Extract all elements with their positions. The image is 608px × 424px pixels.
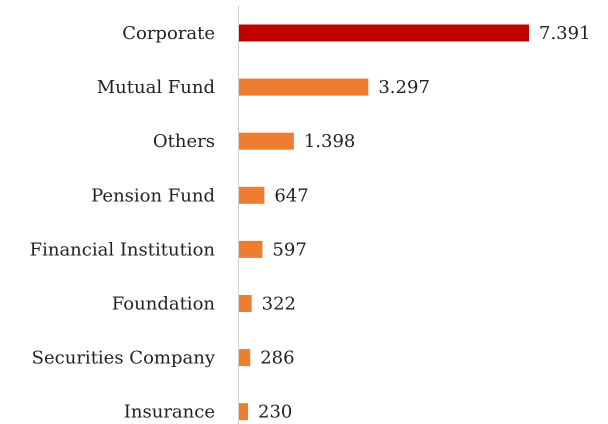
bar xyxy=(239,24,529,42)
bar xyxy=(239,240,263,258)
value-label: 286 xyxy=(260,348,294,369)
category-label: Insurance xyxy=(124,402,215,423)
bar xyxy=(239,349,251,367)
value-label: 597 xyxy=(272,239,306,260)
category-label: Corporate xyxy=(122,23,215,44)
bar xyxy=(239,186,265,204)
bar xyxy=(239,295,252,312)
category-label: Securities Company xyxy=(32,348,216,369)
category-label: Mutual Fund xyxy=(97,77,215,98)
category-label: Pension Fund xyxy=(91,185,215,206)
value-label: 1.398 xyxy=(304,131,356,152)
category-label: Others xyxy=(153,131,215,152)
bar xyxy=(239,132,294,150)
value-label: 647 xyxy=(274,185,308,206)
value-label: 230 xyxy=(258,402,292,423)
category-label: Financial Institution xyxy=(30,239,216,260)
bar xyxy=(239,403,249,421)
category-label: Foundation xyxy=(112,294,216,315)
value-label: 322 xyxy=(262,294,296,315)
bar xyxy=(239,78,369,96)
value-label: 7.391 xyxy=(539,23,591,44)
value-label: 3.297 xyxy=(378,77,430,98)
